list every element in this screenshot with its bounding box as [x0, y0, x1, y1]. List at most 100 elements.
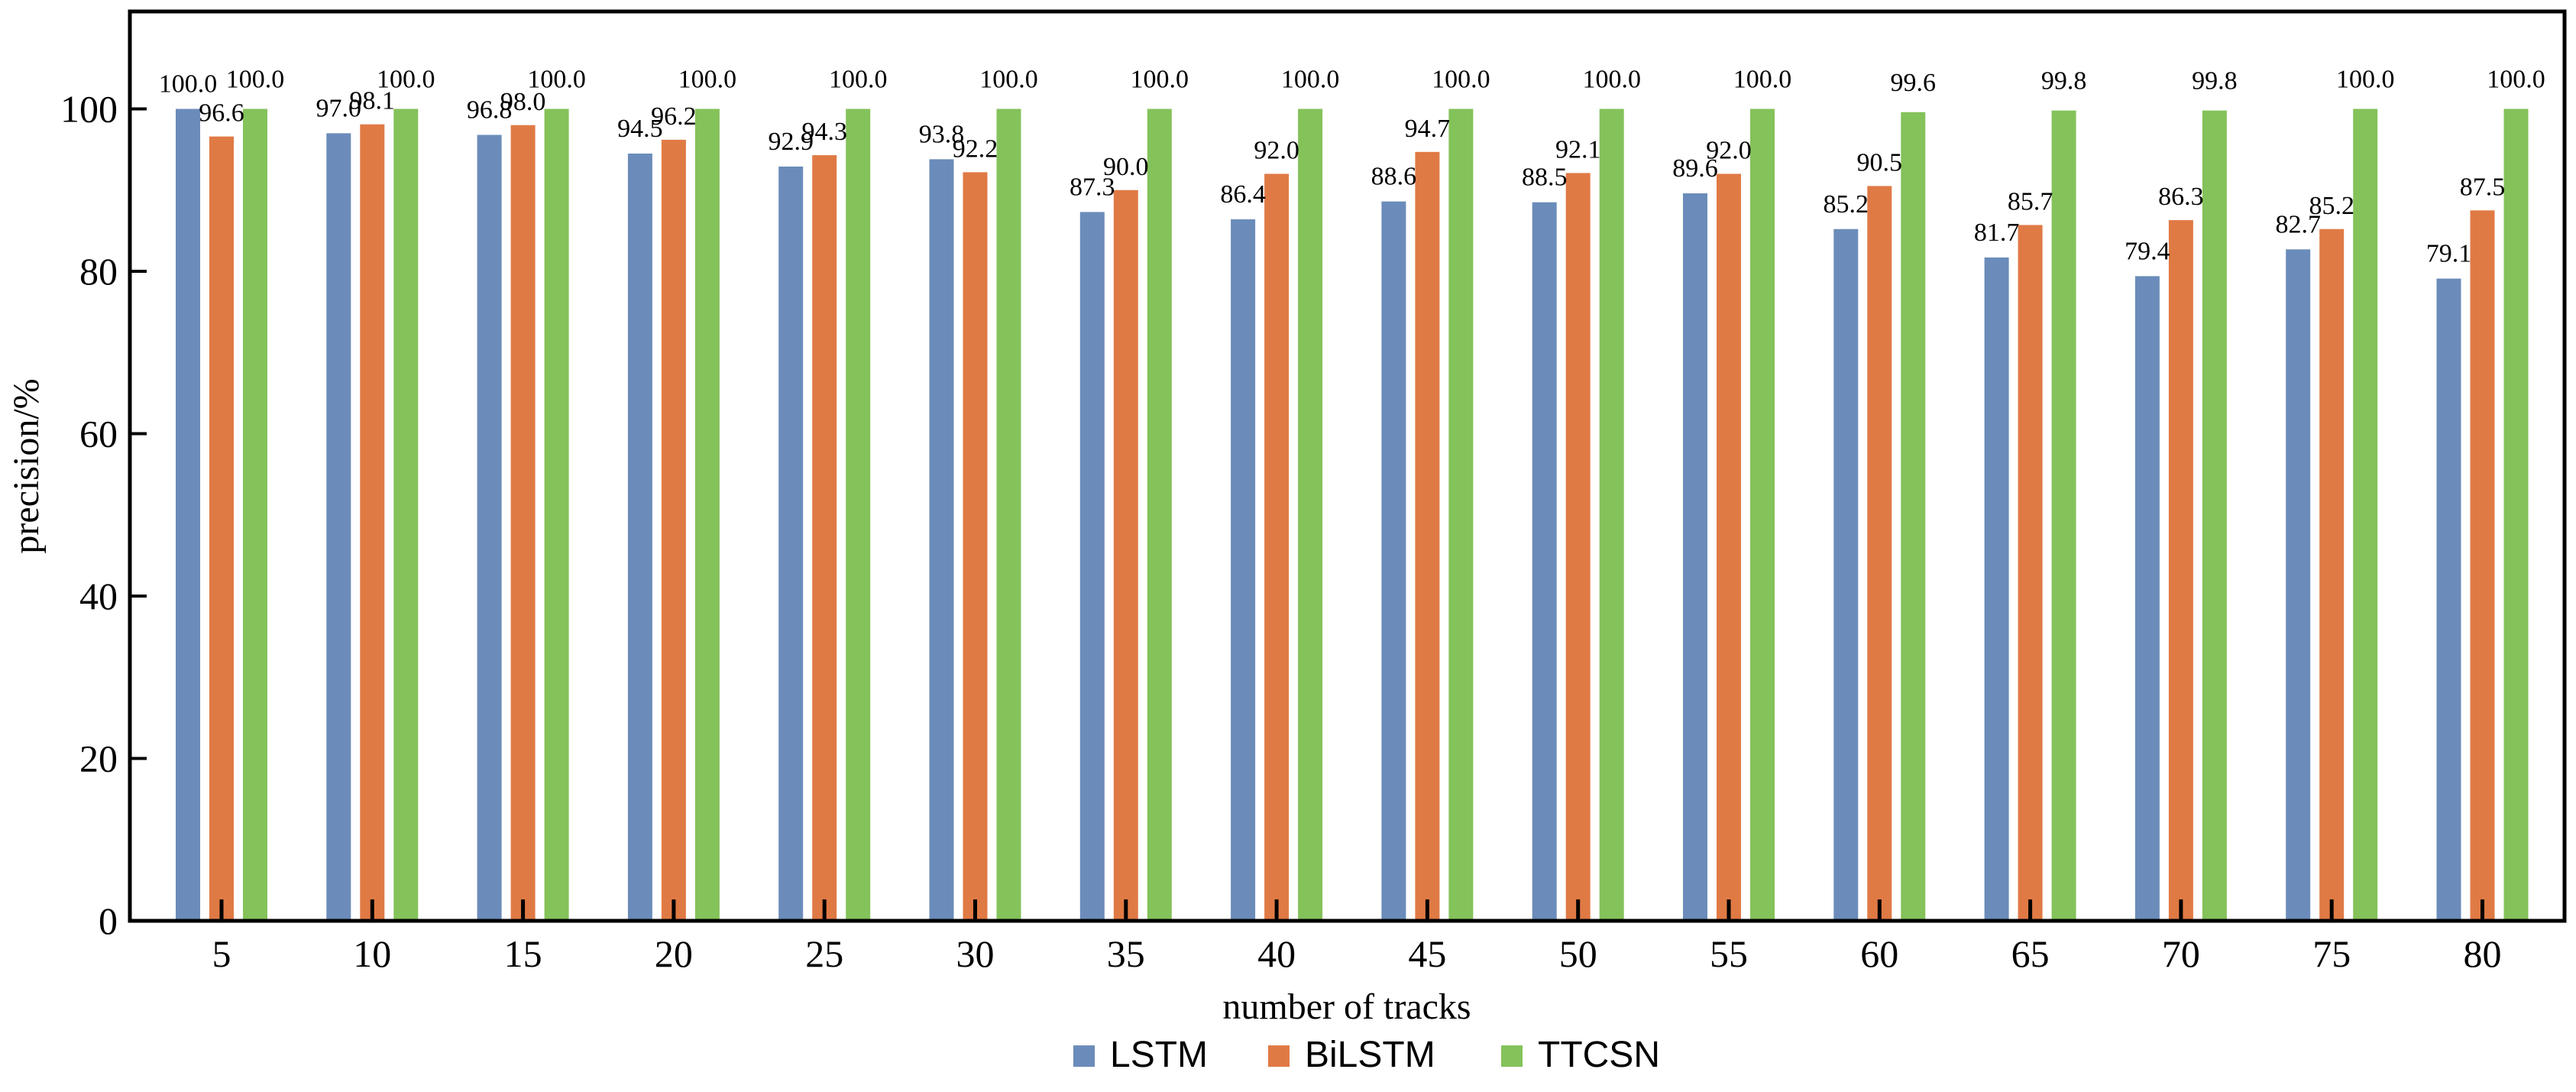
x-axis-title: number of tracks	[1222, 987, 1471, 1027]
bar-bilstm-80	[2470, 210, 2495, 921]
bar-lstm-20	[627, 153, 652, 921]
bar-ttcsn-50	[1599, 109, 1624, 921]
data-label-ttcsn-80: 100.0	[2487, 66, 2545, 94]
data-label-bilstm-15: 98.0	[500, 88, 546, 116]
x-tick-label: 35	[1107, 932, 1145, 975]
bar-ttcsn-25	[846, 109, 871, 921]
bar-ttcsn-10	[393, 109, 419, 921]
data-label-ttcsn-20: 100.0	[678, 66, 737, 94]
data-label-bilstm-60: 90.5	[1857, 148, 1903, 177]
y-axis-title: precision/%	[6, 378, 47, 553]
bar-bilstm-50	[1565, 173, 1591, 921]
y-tick-label: 100	[60, 88, 118, 131]
data-label-ttcsn-65: 99.8	[2041, 67, 2087, 96]
legend-swatch-ttcsn	[1501, 1045, 1523, 1067]
data-label-ttcsn-35: 100.0	[1131, 66, 1189, 94]
data-label-bilstm-35: 90.0	[1103, 153, 1149, 181]
x-tick-label: 15	[504, 932, 542, 975]
data-label-bilstm-40: 92.0	[1254, 137, 1299, 165]
x-tick-label: 65	[2011, 932, 2050, 975]
y-tick-label: 80	[79, 250, 118, 293]
bar-lstm-25	[778, 166, 804, 921]
x-tick-label: 45	[1408, 932, 1446, 975]
bar-bilstm-25	[812, 155, 837, 921]
data-label-ttcsn-70: 99.8	[2192, 67, 2238, 96]
bar-ttcsn-65	[2051, 110, 2076, 921]
data-label-lstm-20: 94.5	[617, 115, 663, 143]
bar-bilstm-65	[2018, 225, 2043, 921]
data-label-lstm-75: 82.7	[2275, 210, 2321, 238]
bar-bilstm-40	[1264, 173, 1290, 921]
data-label-bilstm-45: 94.7	[1405, 115, 1451, 143]
bar-bilstm-15	[510, 125, 536, 921]
bar-bilstm-75	[2319, 228, 2345, 921]
legend-swatch-bilstm	[1268, 1045, 1290, 1067]
bar-lstm-45	[1381, 201, 1406, 921]
legend-label-lstm: LSTM	[1110, 1035, 1208, 1075]
data-label-ttcsn-5: 100.0	[226, 66, 285, 94]
data-label-lstm-40: 86.4	[1220, 180, 1266, 209]
bar-lstm-35	[1079, 212, 1105, 921]
bar-bilstm-35	[1113, 190, 1138, 921]
data-label-bilstm-75: 85.2	[2309, 192, 2354, 220]
x-tick-label: 25	[805, 932, 843, 975]
bar-ttcsn-30	[996, 109, 1021, 921]
bar-bilstm-10	[360, 124, 385, 921]
data-label-bilstm-80: 87.5	[2460, 173, 2506, 201]
data-label-ttcsn-45: 100.0	[1432, 66, 1490, 94]
bar-lstm-15	[477, 134, 502, 921]
bar-ttcsn-5	[243, 109, 267, 921]
bar-lstm-65	[1984, 257, 2009, 921]
data-label-lstm-50: 88.5	[1522, 164, 1568, 192]
data-label-bilstm-50: 92.1	[1555, 135, 1601, 164]
data-label-ttcsn-75: 100.0	[2336, 66, 2395, 94]
x-tick-label: 80	[2464, 932, 2502, 975]
x-tick-label: 5	[212, 932, 231, 975]
data-label-lstm-10: 97.0	[316, 94, 362, 122]
bar-lstm-60	[1833, 228, 1859, 921]
legend: LSTM BiLSTM TTCSN	[1073, 1035, 1660, 1075]
bar-ttcsn-55	[1750, 109, 1775, 921]
bar-ttcsn-45	[1448, 109, 1474, 921]
bar-lstm-50	[1532, 202, 1557, 921]
y-tick-label: 0	[99, 899, 118, 942]
bar-lstm-5	[176, 109, 200, 921]
data-label-bilstm-5: 96.6	[199, 99, 244, 128]
bar-ttcsn-20	[694, 109, 720, 921]
data-label-bilstm-30: 92.2	[953, 134, 998, 163]
bar-lstm-55	[1683, 193, 1707, 921]
plot-frame	[128, 9, 2567, 923]
bar-ttcsn-35	[1147, 109, 1172, 921]
x-tick-label: 70	[2162, 932, 2200, 975]
data-label-bilstm-65: 85.7	[2008, 187, 2053, 215]
data-label-ttcsn-25: 100.0	[829, 66, 888, 94]
data-label-bilstm-70: 86.3	[2158, 183, 2204, 211]
bars-layer	[176, 109, 2529, 921]
x-tick-label: 75	[2312, 932, 2351, 975]
x-tick-label: 40	[1257, 932, 1296, 975]
bar-bilstm-45	[1415, 151, 1440, 921]
data-label-ttcsn-30: 100.0	[979, 66, 1038, 94]
data-label-lstm-70: 79.4	[2125, 237, 2170, 265]
x-tick-label: 30	[956, 932, 995, 975]
data-label-lstm-65: 81.7	[1974, 219, 2020, 247]
bar-lstm-40	[1231, 219, 1256, 921]
bar-lstm-30	[929, 159, 954, 921]
x-tick-label: 20	[655, 932, 693, 975]
axes-layer: 0 20 40 60 80 100 5 10 15 20 25 30 35 40 45 50 55 60 65 70 7…	[60, 88, 2502, 976]
data-labels-layer: 100.096.6100.097.098.1100.096.898.0100.0…	[159, 66, 2545, 268]
x-tick-label: 50	[1559, 932, 1597, 975]
data-label-lstm-60: 85.2	[1824, 190, 1869, 219]
bar-bilstm-60	[1867, 186, 1892, 921]
bar-lstm-75	[2286, 249, 2311, 921]
bar-bilstm-5	[209, 136, 234, 921]
bar-ttcsn-70	[2202, 110, 2227, 921]
data-label-bilstm-55: 92.0	[1706, 137, 1752, 165]
bar-ttcsn-80	[2503, 109, 2529, 921]
data-label-ttcsn-50: 100.0	[1582, 66, 1641, 94]
bar-ttcsn-40	[1298, 109, 1323, 921]
data-label-lstm-80: 79.1	[2426, 240, 2472, 268]
legend-label-ttcsn: TTCSN	[1538, 1035, 1660, 1075]
data-label-lstm-45: 88.6	[1371, 163, 1417, 191]
